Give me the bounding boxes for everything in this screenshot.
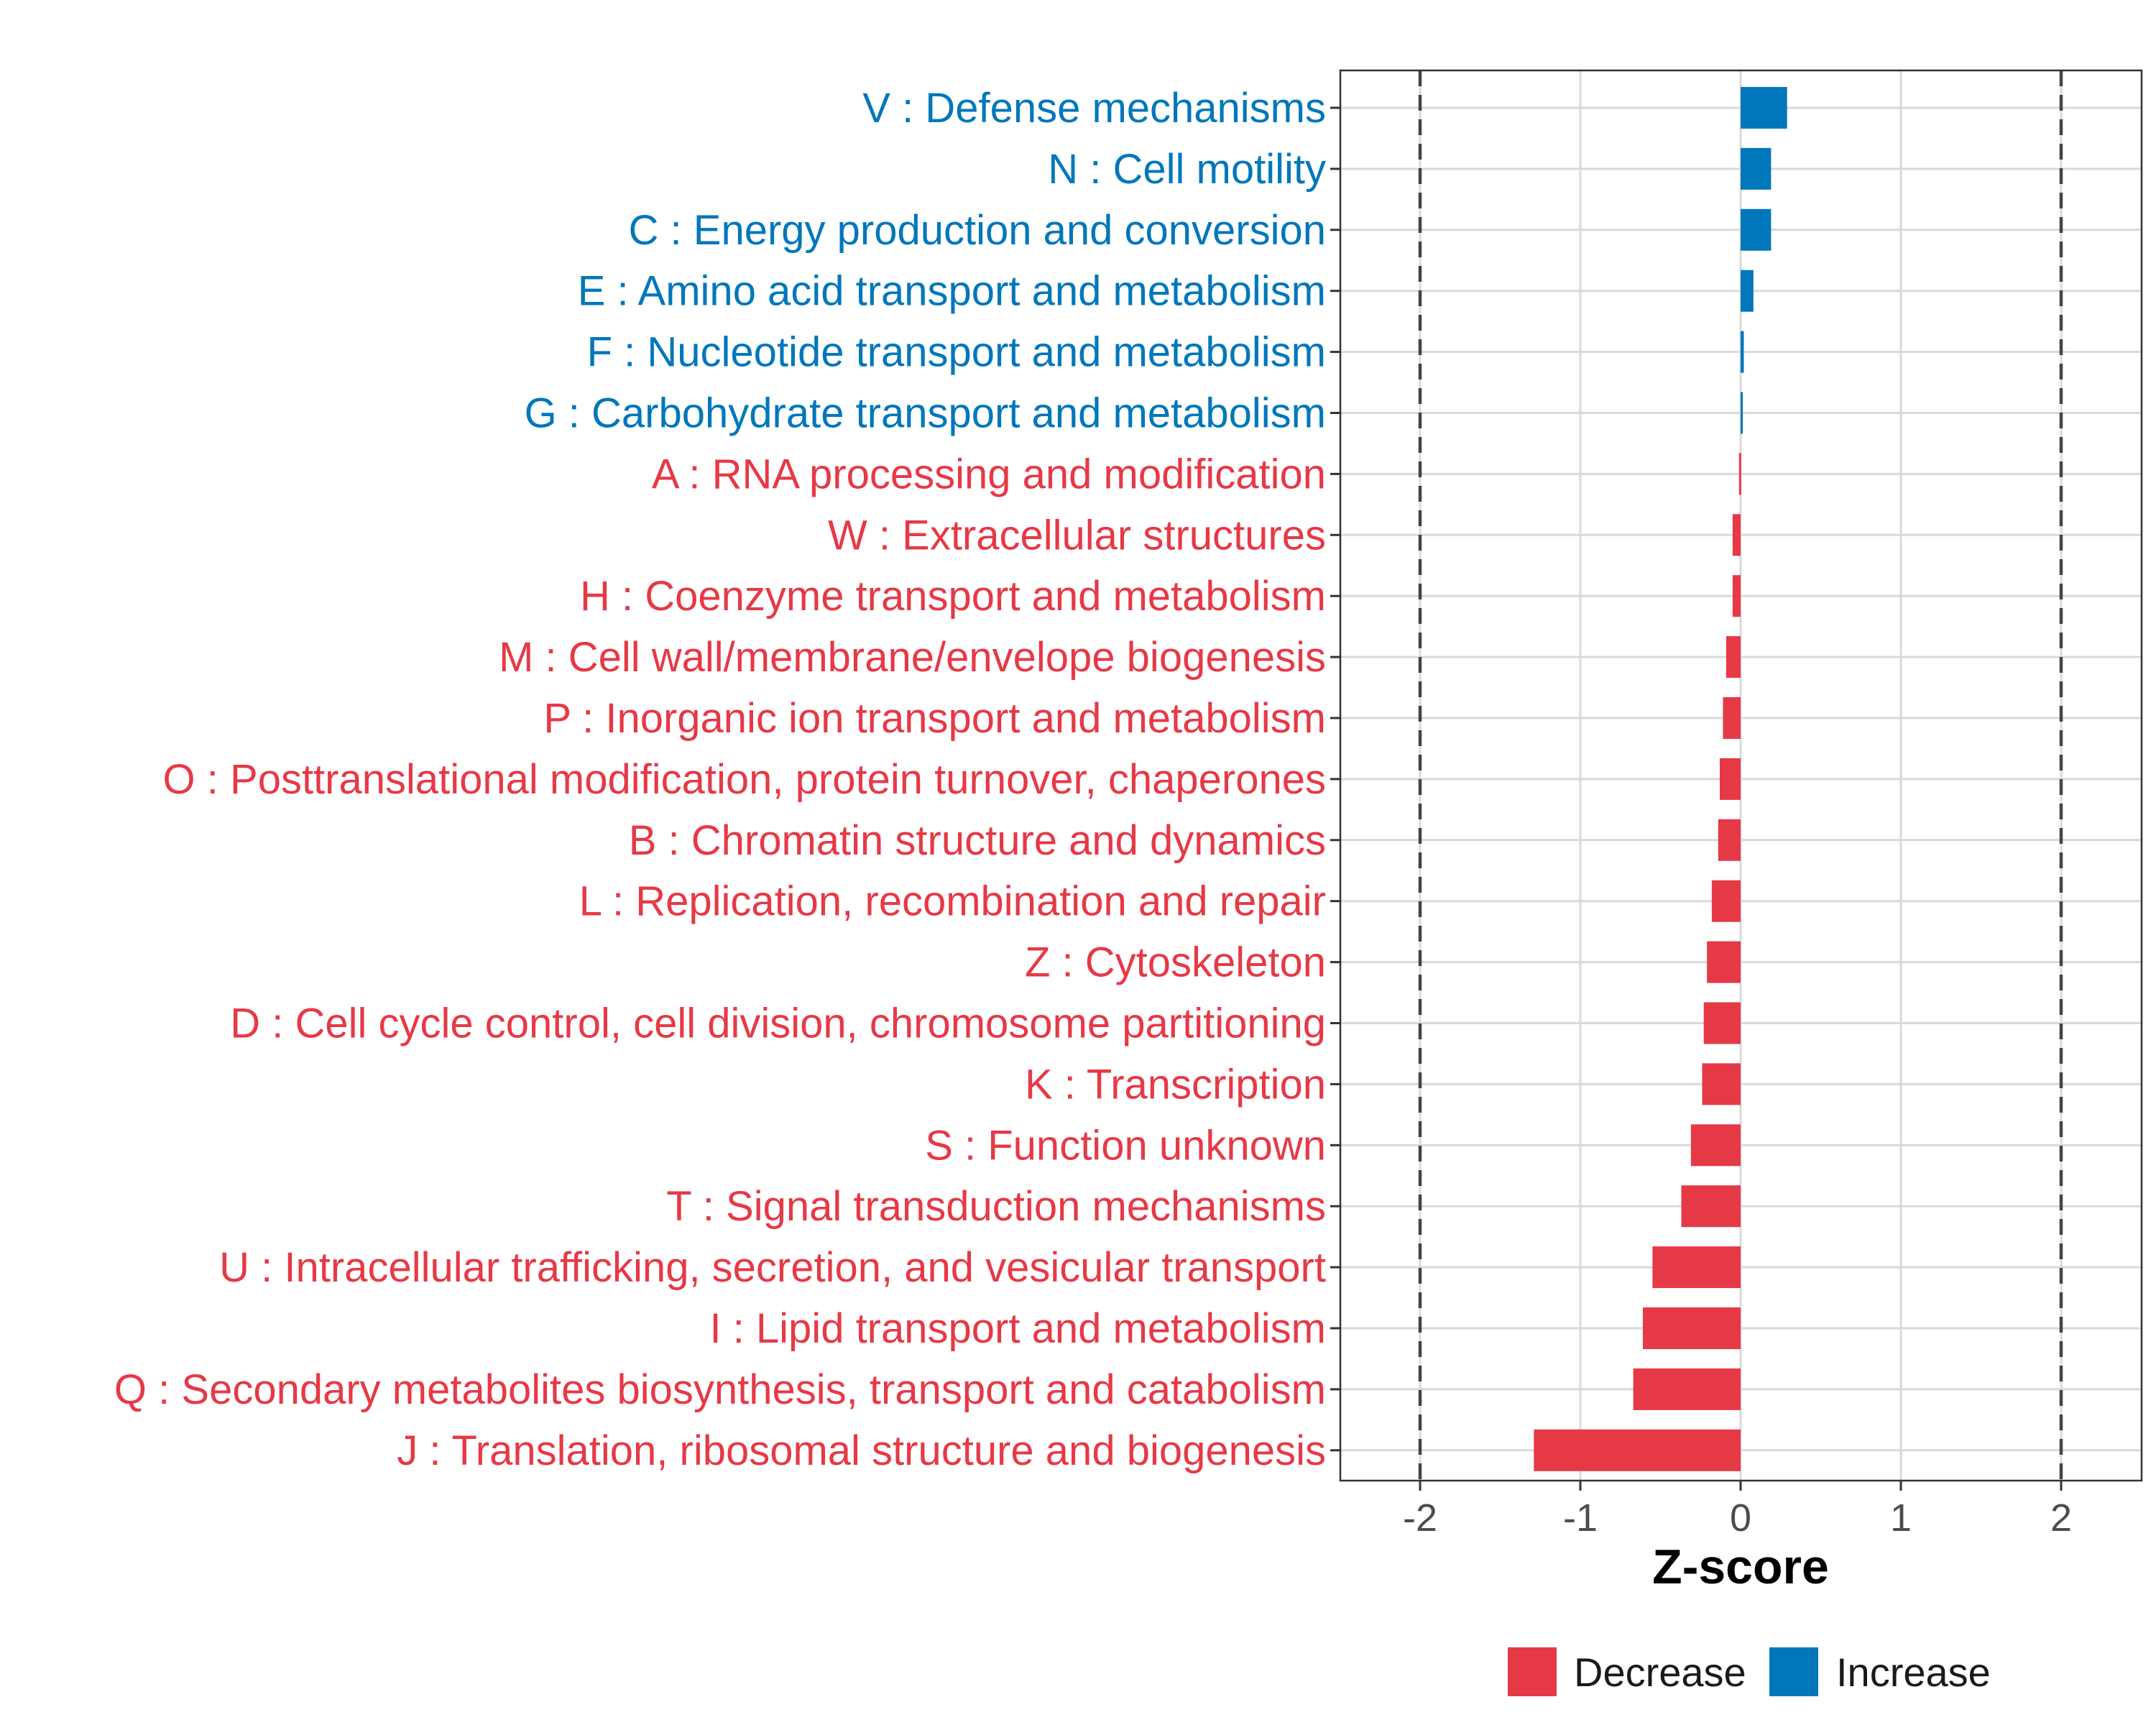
bar <box>1741 331 1744 373</box>
bar <box>1732 514 1741 556</box>
legend-label: Increase <box>1836 1650 1991 1695</box>
y-tick-label: P : Inorganic ion transport and metaboli… <box>543 695 1326 742</box>
y-tick-label: V : Defense mechanisms <box>862 85 1326 132</box>
bar <box>1723 697 1741 739</box>
legend-swatch <box>1769 1647 1818 1696</box>
y-tick-label: O : Posttranslational modification, prot… <box>163 756 1326 803</box>
bar <box>1741 270 1754 312</box>
bar <box>1652 1246 1741 1289</box>
y-tick-label: Q : Secondary metabolites biosynthesis, … <box>114 1366 1326 1413</box>
bar <box>1702 1063 1741 1105</box>
x-tick-label: -2 <box>1403 1496 1437 1540</box>
y-tick-label: U : Intracellular trafficking, secretion… <box>219 1244 1326 1291</box>
y-axis-ticks <box>1330 106 1340 1452</box>
bar <box>1720 758 1741 800</box>
y-tick-label: L : Replication, recombination and repai… <box>579 878 1326 925</box>
legend: Decrease Increase <box>1508 1647 1991 1696</box>
y-tick-label: W : Extracellular structures <box>828 512 1326 558</box>
x-axis-title: Z-score <box>1652 1540 1829 1594</box>
bar <box>1732 575 1741 617</box>
x-tick-label: -1 <box>1563 1496 1598 1540</box>
y-tick-label: H : Coenzyme transport and metabolism <box>580 573 1326 620</box>
y-tick-label: B : Chromatin structure and dynamics <box>629 817 1326 864</box>
x-tick-label: 0 <box>1730 1496 1751 1540</box>
bar <box>1741 392 1743 434</box>
bar <box>1707 941 1741 983</box>
y-tick-label: I : Lipid transport and metabolism <box>709 1305 1326 1352</box>
reference-lines <box>1418 70 2063 1481</box>
bars <box>1534 87 1787 1471</box>
y-tick-label: A : RNA processing and modification <box>652 451 1326 497</box>
bar <box>1534 1429 1741 1471</box>
y-tick-label: G : Carbohydrate transport and metabolis… <box>525 390 1326 437</box>
y-tick-label: S : Function unknown <box>925 1122 1326 1169</box>
y-tick-label: F : Nucleotide transport and metabolism <box>587 329 1326 376</box>
y-tick-label: J : Translation, ribosomal structure and… <box>397 1427 1326 1474</box>
y-tick-label: E : Amino acid transport and metabolism <box>578 268 1326 315</box>
bar <box>1718 819 1741 861</box>
bar <box>1642 1307 1741 1349</box>
x-tick-label: 1 <box>1890 1496 1912 1540</box>
bar <box>1703 1002 1741 1044</box>
bar <box>1681 1185 1741 1228</box>
y-axis-labels: V : Defense mechanisms N : Cell motility C… <box>114 85 1326 1474</box>
y-tick-label: K : Transcription <box>1025 1061 1326 1108</box>
y-tick-label: N : Cell motility <box>1048 146 1326 193</box>
bar <box>1726 636 1741 678</box>
y-tick-label: Z : Cytoskeleton <box>1025 939 1326 986</box>
bar <box>1741 147 1772 190</box>
bar <box>1741 208 1772 251</box>
bar <box>1738 453 1741 495</box>
x-axis-labels: -2 -1 0 1 2 <box>1403 1496 2072 1540</box>
y-tick-label: D : Cell cycle control, cell division, c… <box>230 1000 1326 1047</box>
legend-label: Decrease <box>1574 1650 1746 1695</box>
bar <box>1711 880 1741 922</box>
x-tick-label: 2 <box>2050 1496 2072 1540</box>
bar <box>1741 87 1787 129</box>
y-tick-label: C : Energy production and conversion <box>629 207 1326 254</box>
x-axis-ticks <box>1419 1481 2063 1491</box>
bar <box>1690 1124 1741 1167</box>
legend-swatch <box>1508 1647 1557 1696</box>
y-tick-label: M : Cell wall/membrane/envelope biogenes… <box>499 634 1326 681</box>
y-tick-label: T : Signal transduction mechanisms <box>666 1183 1326 1230</box>
bar <box>1633 1368 1741 1410</box>
